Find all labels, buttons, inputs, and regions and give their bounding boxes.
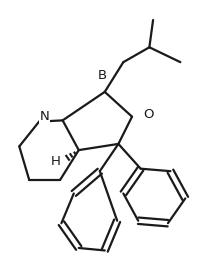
Text: H: H — [50, 155, 60, 168]
Text: B: B — [98, 69, 107, 82]
Text: N: N — [39, 110, 49, 123]
Text: O: O — [143, 108, 154, 121]
